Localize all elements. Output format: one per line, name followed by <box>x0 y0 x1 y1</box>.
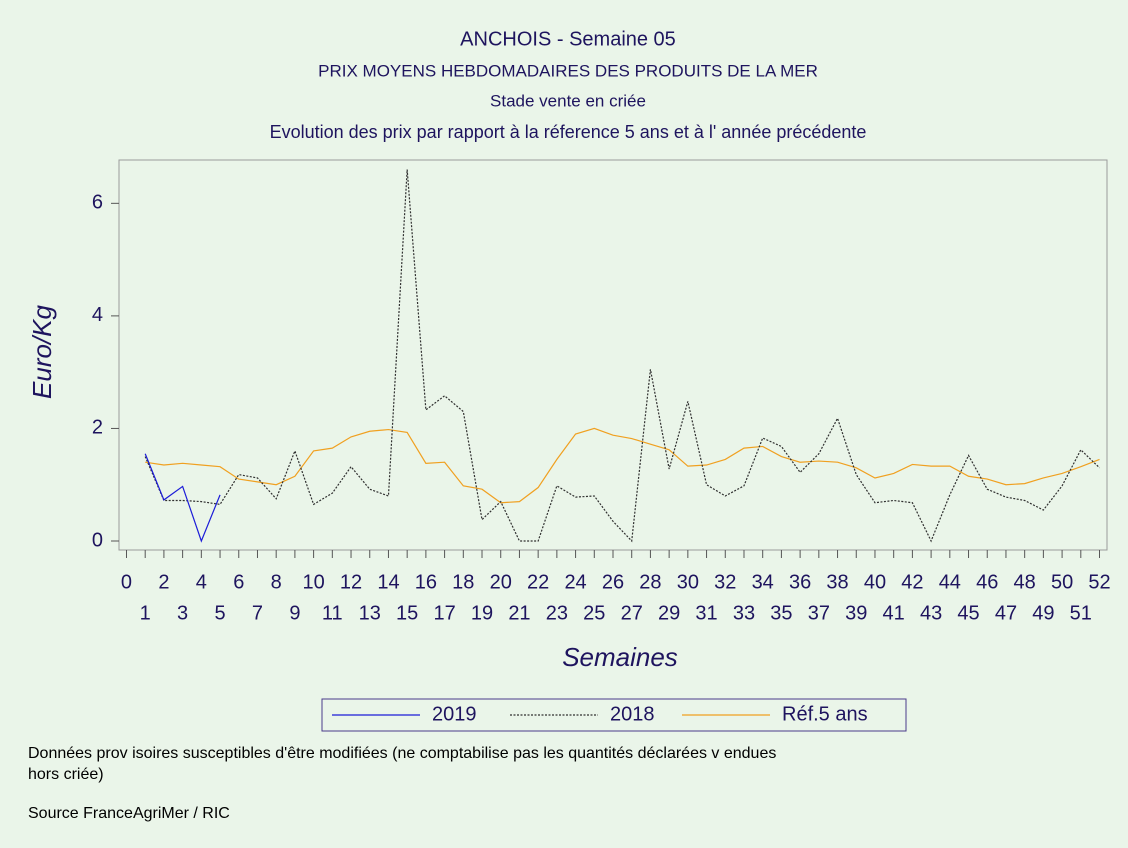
x-tick-label: 41 <box>883 602 905 624</box>
legend-label: Réf.5 ans <box>782 703 868 725</box>
x-tick-label: 21 <box>508 602 530 624</box>
series-line <box>144 453 221 543</box>
series-line <box>145 427 1100 504</box>
x-tick-label: 17 <box>433 602 455 624</box>
x-tick-label: 52 <box>1088 571 1110 593</box>
x-tick-label: 29 <box>658 602 680 624</box>
x-tick-label: 39 <box>845 602 867 624</box>
x-tick-label: 49 <box>1032 602 1054 624</box>
y-axis-label: Euro/Kg <box>27 304 57 398</box>
x-tick-label: 1 <box>140 602 151 624</box>
x-tick-label: 15 <box>396 602 418 624</box>
x-tick-label: 14 <box>377 571 399 593</box>
x-tick-label: 27 <box>621 602 643 624</box>
x-tick-label: 9 <box>289 602 300 624</box>
x-tick-label: 36 <box>789 571 811 593</box>
note: Données prov isoires susceptibles d'être… <box>28 745 776 762</box>
x-tick-label: 32 <box>714 571 736 593</box>
x-tick-label: 46 <box>976 571 998 593</box>
x-tick-label: 16 <box>415 571 437 593</box>
source: Source FranceAgriMer / RIC <box>28 805 230 822</box>
x-tick-label: 33 <box>733 602 755 624</box>
x-tick-label: 6 <box>233 571 244 593</box>
x-tick-label: 22 <box>527 571 549 593</box>
subtitle: Evolution des prix par rapport à la réfe… <box>270 122 867 142</box>
subtitle: PRIX MOYENS HEBDOMADAIRES DES PRODUITS D… <box>318 61 818 80</box>
y-tick-label: 0 <box>92 529 103 551</box>
x-tick-label: 28 <box>639 571 661 593</box>
x-tick-label: 47 <box>995 602 1017 624</box>
x-tick-label: 37 <box>808 602 830 624</box>
legend-label: 2019 <box>432 703 477 725</box>
x-tick-label: 8 <box>271 571 282 593</box>
x-tick-label: 24 <box>564 571 586 593</box>
y-tick-label: 2 <box>92 417 103 439</box>
x-tick-label: 13 <box>359 602 381 624</box>
x-tick-label: 12 <box>340 571 362 593</box>
x-tick-label: 5 <box>214 602 225 624</box>
x-tick-label: 18 <box>452 571 474 593</box>
y-tick-label: 6 <box>92 192 103 214</box>
x-tick-label: 7 <box>252 602 263 624</box>
x-tick-label: 19 <box>471 602 493 624</box>
x-tick-label: 4 <box>196 571 207 593</box>
x-tick-label: 34 <box>752 571 774 593</box>
x-tick-label: 45 <box>957 602 979 624</box>
x-tick-label: 0 <box>121 571 132 593</box>
x-tick-label: 11 <box>322 602 343 624</box>
x-tick-label: 25 <box>583 602 605 624</box>
chart-title: ANCHOIS - Semaine 05 <box>460 28 676 50</box>
x-tick-label: 50 <box>1051 571 1073 593</box>
subtitle: Stade vente en criée <box>490 91 646 110</box>
x-tick-label: 38 <box>826 571 848 593</box>
x-axis-label: Semaines <box>562 642 678 672</box>
x-tick-label: 10 <box>302 571 324 593</box>
x-tick-label: 40 <box>864 571 886 593</box>
x-tick-label: 3 <box>177 602 188 624</box>
x-tick-label: 35 <box>770 602 792 624</box>
x-tick-label: 2 <box>158 571 169 593</box>
x-tick-label: 31 <box>695 602 717 624</box>
x-tick-label: 26 <box>602 571 624 593</box>
x-tick-label: 43 <box>920 602 942 624</box>
series-line <box>144 169 1100 543</box>
x-tick-label: 30 <box>677 571 699 593</box>
x-tick-label: 51 <box>1070 602 1092 624</box>
note: hors criée) <box>28 766 104 783</box>
x-tick-label: 23 <box>546 602 568 624</box>
x-tick-label: 44 <box>939 571 961 593</box>
legend-box <box>321 698 907 732</box>
x-tick-label: 20 <box>490 571 512 593</box>
y-tick-label: 4 <box>92 304 103 326</box>
legend-label: 2018 <box>610 703 655 725</box>
x-tick-label: 48 <box>1014 571 1036 593</box>
x-tick-label: 42 <box>901 571 923 593</box>
